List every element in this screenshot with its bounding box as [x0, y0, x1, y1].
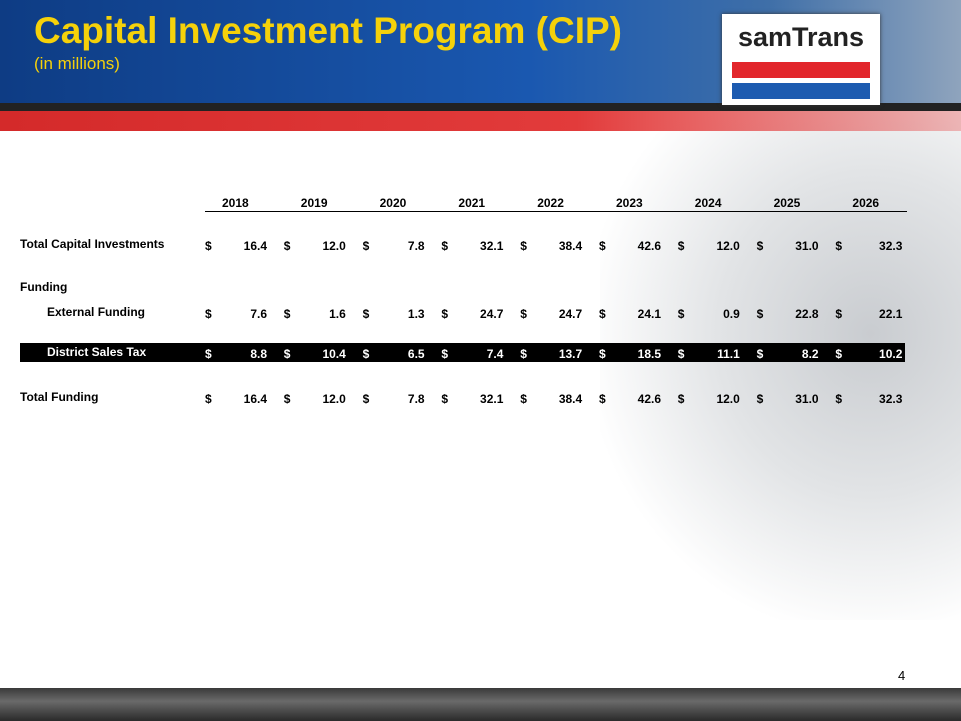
- cell-value: 7.8: [383, 239, 425, 253]
- cell-value: 32.1: [461, 239, 503, 253]
- cell-value: 16.4: [225, 239, 267, 253]
- currency: $: [520, 392, 527, 406]
- page-number: 4: [898, 668, 905, 683]
- cell-value: 18.5: [619, 347, 661, 361]
- currency: $: [678, 347, 685, 361]
- currency: $: [835, 239, 842, 253]
- cell-value: 6.5: [383, 347, 425, 361]
- currency: $: [441, 392, 448, 406]
- header-rule: [205, 211, 907, 212]
- currency: $: [284, 307, 291, 321]
- cell-value: 12.0: [698, 239, 740, 253]
- currency: $: [363, 307, 370, 321]
- slide: Capital Investment Program (CIP) (in mil…: [0, 0, 961, 721]
- cell-value: 7.6: [225, 307, 267, 321]
- currency: $: [284, 392, 291, 406]
- currency: $: [599, 392, 606, 406]
- cell-value: 10.4: [304, 347, 346, 361]
- cell-value: 0.9: [698, 307, 740, 321]
- column-header: 2019: [301, 196, 328, 210]
- column-header: 2023: [616, 196, 643, 210]
- row-label: Funding: [20, 280, 67, 294]
- cell-value: 7.8: [383, 392, 425, 406]
- currency: $: [835, 307, 842, 321]
- title: Capital Investment Program (CIP): [34, 10, 622, 52]
- column-header: 2022: [537, 196, 564, 210]
- currency: $: [205, 347, 212, 361]
- currency: $: [678, 239, 685, 253]
- column-header: 2024: [695, 196, 722, 210]
- currency: $: [599, 307, 606, 321]
- logo-red: [732, 62, 870, 78]
- column-header: 2025: [774, 196, 801, 210]
- footer-band: [0, 688, 961, 721]
- currency: $: [205, 239, 212, 253]
- cell-value: 1.6: [304, 307, 346, 321]
- column-header: 2021: [458, 196, 485, 210]
- currency: $: [441, 347, 448, 361]
- currency: $: [284, 347, 291, 361]
- column-header: 2018: [222, 196, 249, 210]
- row-label: District Sales Tax: [47, 345, 146, 359]
- cell-value: 42.6: [619, 392, 661, 406]
- cell-value: 32.3: [855, 392, 902, 406]
- cell-value: 24.7: [540, 307, 582, 321]
- row-label: Total Funding: [20, 390, 98, 404]
- currency: $: [678, 307, 685, 321]
- cell-value: 12.0: [304, 392, 346, 406]
- logo-text: samTrans: [722, 22, 880, 53]
- cell-value: 31.0: [777, 239, 819, 253]
- cell-value: 10.2: [855, 347, 902, 361]
- currency: $: [835, 347, 842, 361]
- row-label: Total Capital Investments: [20, 237, 164, 251]
- red-stripe: [0, 111, 961, 131]
- currency: $: [678, 392, 685, 406]
- cell-value: 11.1: [698, 347, 740, 361]
- currency: $: [520, 307, 527, 321]
- cell-value: 31.0: [777, 392, 819, 406]
- cell-value: 42.6: [619, 239, 661, 253]
- subtitle: (in millions): [34, 54, 120, 74]
- row-label: External Funding: [47, 305, 145, 319]
- currency: $: [757, 239, 764, 253]
- currency: $: [599, 239, 606, 253]
- currency: $: [284, 239, 291, 253]
- currency: $: [757, 307, 764, 321]
- cell-value: 8.2: [777, 347, 819, 361]
- logo-blue: [732, 83, 870, 99]
- cell-value: 22.1: [855, 307, 902, 321]
- currency: $: [441, 307, 448, 321]
- currency: $: [205, 392, 212, 406]
- currency: $: [757, 392, 764, 406]
- currency: $: [757, 347, 764, 361]
- currency: $: [441, 239, 448, 253]
- logo-box: samTrans: [722, 14, 880, 105]
- cell-value: 22.8: [777, 307, 819, 321]
- currency: $: [520, 347, 527, 361]
- cell-value: 24.1: [619, 307, 661, 321]
- cell-value: 32.3: [855, 239, 902, 253]
- cell-value: 32.1: [461, 392, 503, 406]
- cell-value: 38.4: [540, 239, 582, 253]
- currency: $: [835, 392, 842, 406]
- cell-value: 8.8: [225, 347, 267, 361]
- cell-value: 16.4: [225, 392, 267, 406]
- cell-value: 12.0: [304, 239, 346, 253]
- cell-value: 38.4: [540, 392, 582, 406]
- cell-value: 1.3: [383, 307, 425, 321]
- currency: $: [599, 347, 606, 361]
- cell-value: 7.4: [461, 347, 503, 361]
- cell-value: 12.0: [698, 392, 740, 406]
- currency: $: [363, 347, 370, 361]
- currency: $: [205, 307, 212, 321]
- cell-value: 13.7: [540, 347, 582, 361]
- column-header: 2020: [380, 196, 407, 210]
- currency: $: [363, 239, 370, 253]
- column-header: 2026: [852, 196, 879, 210]
- currency: $: [363, 392, 370, 406]
- currency: $: [520, 239, 527, 253]
- cell-value: 24.7: [461, 307, 503, 321]
